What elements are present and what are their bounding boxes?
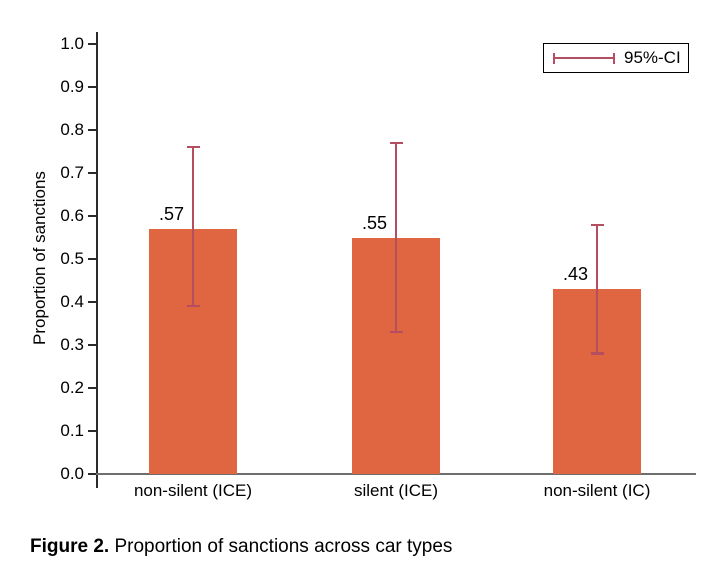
ci-cap-right xyxy=(612,52,615,64)
caption-figure-number: Figure 2. xyxy=(30,536,110,557)
y-tick-label: 0.9 xyxy=(60,77,84,96)
y-tick-mark xyxy=(88,387,96,389)
y-tick-mark xyxy=(88,43,96,45)
y-tick-label: 0.0 xyxy=(60,464,84,483)
y-tick-mark xyxy=(88,344,96,346)
ci-whisker-cap-top xyxy=(389,141,403,145)
y-tick-label: 0.2 xyxy=(60,378,84,397)
y-tick-label: 0.7 xyxy=(60,163,84,182)
ci-whisker-cap-bottom xyxy=(186,305,200,308)
legend-box: 95%-CI xyxy=(543,43,689,73)
y-tick-mark xyxy=(88,129,96,131)
y-tick-label: 0.1 xyxy=(60,421,84,440)
ci-whisker-cap-top xyxy=(590,223,604,226)
ci-whisker-line xyxy=(394,142,398,333)
bar-value-label: .43 xyxy=(562,264,588,285)
legend-label: 95%-CI xyxy=(624,48,681,67)
y-tick-mark xyxy=(88,86,96,88)
y-tick-label: 0.5 xyxy=(60,249,84,268)
y-tick-label: 1.0 xyxy=(60,34,84,53)
y-tick-label: 0.4 xyxy=(60,292,84,311)
bar-value-label: .57 xyxy=(158,203,184,224)
ci-whisker-line xyxy=(191,147,195,307)
ci-whisker-line xyxy=(595,224,599,354)
ci-whisker-icon xyxy=(553,52,615,64)
y-tick-mark xyxy=(88,430,96,432)
x-category-label: non-silent (ICE) xyxy=(133,481,253,500)
ci-whisker-cap-bottom xyxy=(389,330,403,334)
y-axis-line xyxy=(96,32,98,488)
y-tick-label: 0.8 xyxy=(60,120,84,139)
y-tick-mark xyxy=(88,258,96,260)
ci-whisker-cap-top xyxy=(186,146,200,149)
y-tick-mark xyxy=(88,215,96,217)
y-tick-label: 0.6 xyxy=(60,206,84,225)
y-tick-label: 0.3 xyxy=(60,335,84,354)
bar-value-label: .55 xyxy=(361,212,387,233)
y-tick-mark xyxy=(88,172,96,174)
x-category-label: silent (ICE) xyxy=(353,481,439,500)
figure-caption: Figure 2. Proportion of sanctions across… xyxy=(30,536,452,558)
y-tick-mark xyxy=(88,473,96,475)
ci-line xyxy=(553,57,615,60)
x-category-label: non-silent (IC) xyxy=(543,481,651,500)
x-axis-line xyxy=(96,473,696,475)
ci-whisker-cap-bottom xyxy=(590,352,604,355)
caption-text: Proportion of sanctions across car types xyxy=(109,536,453,557)
y-tick-mark xyxy=(88,301,96,303)
